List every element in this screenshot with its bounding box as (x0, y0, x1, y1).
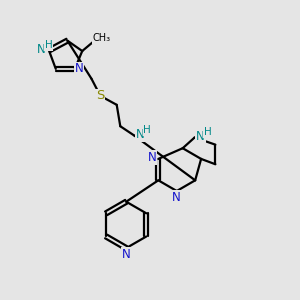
Text: N: N (196, 130, 205, 143)
Text: N: N (136, 128, 144, 141)
Text: H: H (143, 125, 151, 135)
Text: CH₃: CH₃ (93, 33, 111, 43)
Text: H: H (45, 40, 53, 50)
Text: N: N (37, 43, 46, 56)
Text: N: N (122, 248, 130, 261)
Text: N: N (147, 151, 156, 164)
Text: S: S (96, 89, 105, 102)
Text: H: H (204, 127, 212, 137)
Text: N: N (172, 191, 181, 204)
Text: N: N (75, 62, 84, 75)
